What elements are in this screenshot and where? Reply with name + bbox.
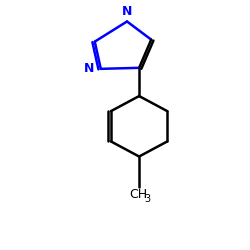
Text: CH: CH <box>129 188 147 201</box>
Text: N: N <box>84 62 94 75</box>
Text: 3: 3 <box>144 194 151 204</box>
Text: N: N <box>122 6 132 18</box>
